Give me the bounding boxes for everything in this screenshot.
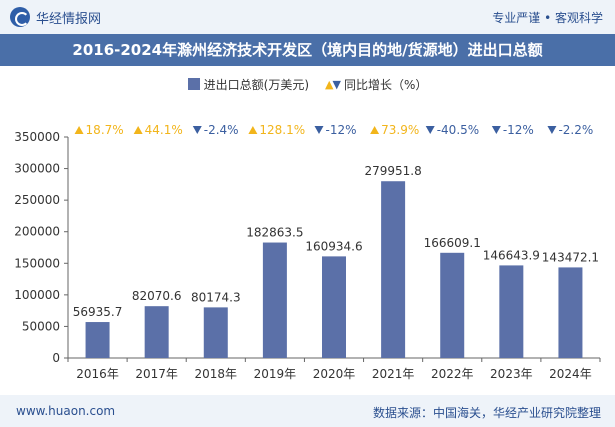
bar-swatch-icon [187,78,200,90]
growth-label: -2.4% [204,123,239,137]
y-tick-label: 50000 [22,319,60,333]
legend-label-growth: 同比增长（%） [343,77,428,92]
growth-down-icon [425,126,435,134]
brand[interactable]: 华经情报网 [10,7,101,27]
footer-url[interactable]: www.huaon.com [16,404,116,418]
growth-label: 44.1% [145,123,183,137]
data-label: 279951.8 [364,164,421,178]
bar [322,256,346,358]
data-label: 146643.9 [483,248,540,262]
x-tick-label: 2017年 [135,367,178,381]
y-tick-label: 100000 [14,288,60,302]
data-label: 166609.1 [424,236,481,250]
x-tick-label: 2020年 [313,367,356,381]
data-label: 56935.7 [73,305,123,319]
growth-label: -2.2% [558,123,593,137]
bar-chart: 0 50000 100000 150000 200000 250000 300000 3500… [14,123,601,381]
data-label: 160934.6 [305,239,362,253]
footer-source: 数据来源：中国海关，华经产业研究院整理 [372,406,601,420]
legend-item-total: 进出口总额(万美元) [187,76,310,93]
growth-label: 18.7% [86,123,124,137]
legend-label-total: 进出口总额(万美元) [203,77,310,92]
growth-label: 73.9% [381,123,419,137]
x-tick-label: 2018年 [195,367,238,381]
bar [558,267,583,358]
growth-up-icon [74,126,84,134]
growth-label: -12% [503,123,534,137]
huajing-logo-icon [10,7,30,27]
data-label: 80174.3 [191,290,241,304]
bar [203,307,228,358]
bar [381,181,406,358]
growth-label: 128.1% [259,123,305,137]
growth-up-icon [370,126,380,134]
y-tick-label: 200000 [14,225,60,239]
y-tick-label: 350000 [14,130,60,144]
growth-down-icon [192,126,202,134]
y-tick-label: 300000 [14,162,60,176]
bar [144,306,169,358]
x-tick-label: 2016年 [76,367,119,381]
footer: www.huaon.com 数据来源：中国海关，华经产业研究院整理 [0,395,615,427]
chart-title: 2016-2024年滁州经济技术开发区（境内目的地/货源地）进出口总额 [0,34,615,66]
bar [262,242,287,358]
x-tick-label: 2019年 [254,367,297,381]
top-bar: 华经情报网 专业严谨 • 客观科学 [0,0,615,34]
growth-down-icon [491,126,501,134]
y-tick-label: 150000 [14,256,60,270]
tagline: 专业严谨 • 客观科学 [492,11,603,25]
data-label: 143472.1 [542,250,599,264]
x-tick-label: 2022年 [431,367,474,381]
legend-item-growth: ▲▼ 同比增长（%） [325,76,427,93]
growth-up-icon [248,126,258,134]
data-label: 82070.6 [132,289,182,303]
brand-name: 华经情报网 [36,11,102,27]
data-label: 182863.5 [246,226,303,240]
y-tick-label: 0 [52,351,60,365]
x-tick-label: 2024年 [549,367,592,381]
y-tick-label: 250000 [14,193,60,207]
bar [85,322,110,358]
x-tick-label: 2021年 [372,367,415,381]
growth-down-icon [547,126,557,134]
bar [499,265,524,358]
bar [440,252,465,358]
growth-up-icon [133,126,143,134]
growth-down-icon [314,126,324,134]
triangle-up-down-icon: ▲▼ [325,77,341,91]
chart-legend: 进出口总额(万美元) ▲▼ 同比增长（%） [0,74,615,94]
growth-label: -12% [326,123,357,137]
x-tick-label: 2023年 [490,367,533,381]
growth-label: -40.5% [437,123,479,137]
